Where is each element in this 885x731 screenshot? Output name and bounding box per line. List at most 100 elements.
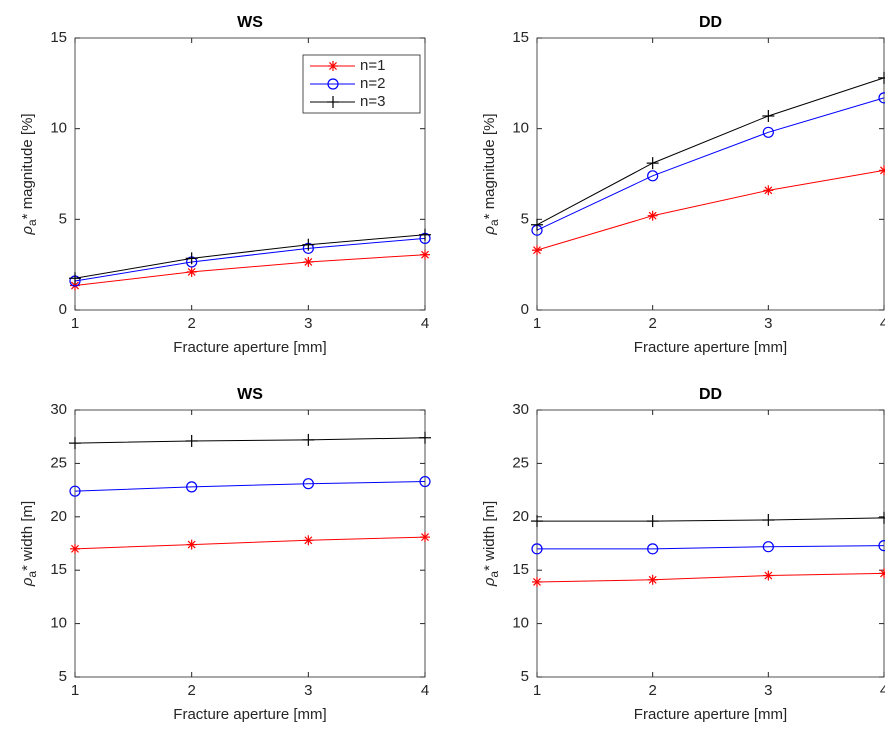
series-line: [536, 572, 885, 583]
marker: [327, 78, 339, 90]
x-tick-label: 3: [304, 682, 312, 699]
marker: [646, 515, 659, 528]
marker: [646, 157, 659, 170]
series-line: [74, 254, 426, 287]
marker: [531, 515, 543, 528]
marker: [647, 170, 659, 182]
axes-box: [536, 409, 885, 678]
subplot: 1 2 3 4 0 5 10 15 WS Fracture aperture [mm] ρa* ma…: [19, 14, 431, 356]
y-axis-label: ρa* width [m]: [481, 501, 501, 587]
marker-part: [533, 246, 541, 255]
axes-box: [536, 37, 885, 311]
marker-part: [187, 540, 196, 549]
marker: [879, 165, 885, 176]
y-label-text: * magnitude [%]: [19, 113, 36, 219]
marker: [303, 535, 314, 546]
legend-marker: [327, 78, 339, 90]
marker: [420, 532, 430, 543]
x-tick-label: 4: [421, 682, 429, 699]
marker: [532, 245, 542, 256]
marker: [878, 92, 885, 104]
x-axis-label: Fracture aperture [mm]: [634, 706, 787, 723]
marker-circle: [302, 478, 314, 490]
marker: [302, 238, 315, 251]
marker: [647, 543, 659, 555]
marker: [763, 185, 774, 196]
marker: [186, 539, 197, 550]
series-line: [74, 481, 426, 492]
marker-part: [421, 250, 429, 259]
marker: [328, 61, 338, 71]
y-tick-label: 15: [512, 561, 529, 578]
x-tick-label: 2: [187, 315, 195, 332]
x-axis-label: Fracture aperture [mm]: [634, 339, 787, 356]
marker-part: [187, 267, 196, 276]
marker-part: [764, 186, 773, 195]
y-tick-label: 10: [50, 120, 67, 137]
marker: [531, 218, 543, 231]
marker: [647, 210, 658, 221]
axes-box: [74, 37, 426, 311]
marker: [763, 570, 774, 581]
marker-circle: [186, 481, 198, 493]
x-tick-label: 3: [764, 682, 772, 699]
marker: [762, 109, 775, 122]
y-tick-label: 15: [50, 29, 67, 46]
series-line: [537, 545, 885, 550]
marker: [186, 481, 198, 493]
y-label-symbol: ρ: [481, 577, 498, 587]
y-tick-label: 5: [59, 210, 67, 227]
marker-part: [329, 62, 337, 70]
y-label-subscript: a: [25, 571, 39, 578]
y-label-text: * magnitude [%]: [481, 113, 498, 219]
marker-part: [71, 544, 79, 553]
y-tick-label: 20: [512, 508, 529, 525]
legend-label: n=3: [360, 93, 385, 110]
marker: [762, 126, 774, 138]
series-line: [74, 437, 426, 444]
chart-title: DD: [699, 386, 722, 403]
x-tick-label: 1: [533, 315, 541, 332]
series-line: [536, 169, 885, 251]
marker: [419, 431, 431, 444]
y-tick-label: 10: [512, 615, 529, 632]
y-label-text: * width [m]: [481, 501, 498, 571]
marker: [185, 434, 198, 447]
y-label-text: * width [m]: [19, 501, 36, 571]
legend-label: n=1: [360, 57, 385, 74]
marker: [69, 485, 81, 497]
marker-part: [648, 211, 657, 220]
marker: [302, 478, 314, 490]
marker: [70, 543, 80, 554]
marker-circle: [531, 543, 543, 555]
marker: [647, 574, 658, 585]
subplot: 1 2 3 4 5 10 15 20 25 30 WS Fracture aperture [mm] ρ…: [19, 386, 431, 723]
axes-box: [74, 409, 426, 678]
subplot: 1 2 3 4 5 10 15 20 25 30 DD Fracture aperture [mm] ρ…: [481, 386, 885, 723]
chart-title: DD: [699, 14, 722, 31]
y-label-subscript: a: [25, 219, 39, 226]
marker-circle: [647, 543, 659, 555]
marker: [303, 256, 314, 267]
y-tick-label: 5: [521, 668, 529, 685]
y-label-subscript: a: [487, 571, 501, 578]
marker: [419, 475, 431, 488]
y-tick-label: 25: [512, 454, 529, 471]
marker: [186, 266, 197, 277]
series-line: [74, 237, 426, 282]
marker-part: [421, 533, 429, 542]
marker: [762, 514, 775, 527]
y-tick-label: 5: [59, 668, 67, 685]
marker-circle: [762, 126, 774, 138]
legend-marker: [327, 96, 339, 108]
y-axis-label: ρa* magnitude [%]: [481, 113, 501, 235]
marker: [879, 568, 885, 579]
x-tick-label: 4: [421, 315, 429, 332]
x-tick-label: 1: [71, 682, 79, 699]
y-tick-label: 15: [50, 561, 67, 578]
x-tick-label: 2: [648, 315, 656, 332]
x-tick-label: 3: [304, 315, 312, 332]
marker-circle: [327, 78, 339, 90]
marker: [69, 437, 81, 450]
x-tick-label: 2: [648, 682, 656, 699]
